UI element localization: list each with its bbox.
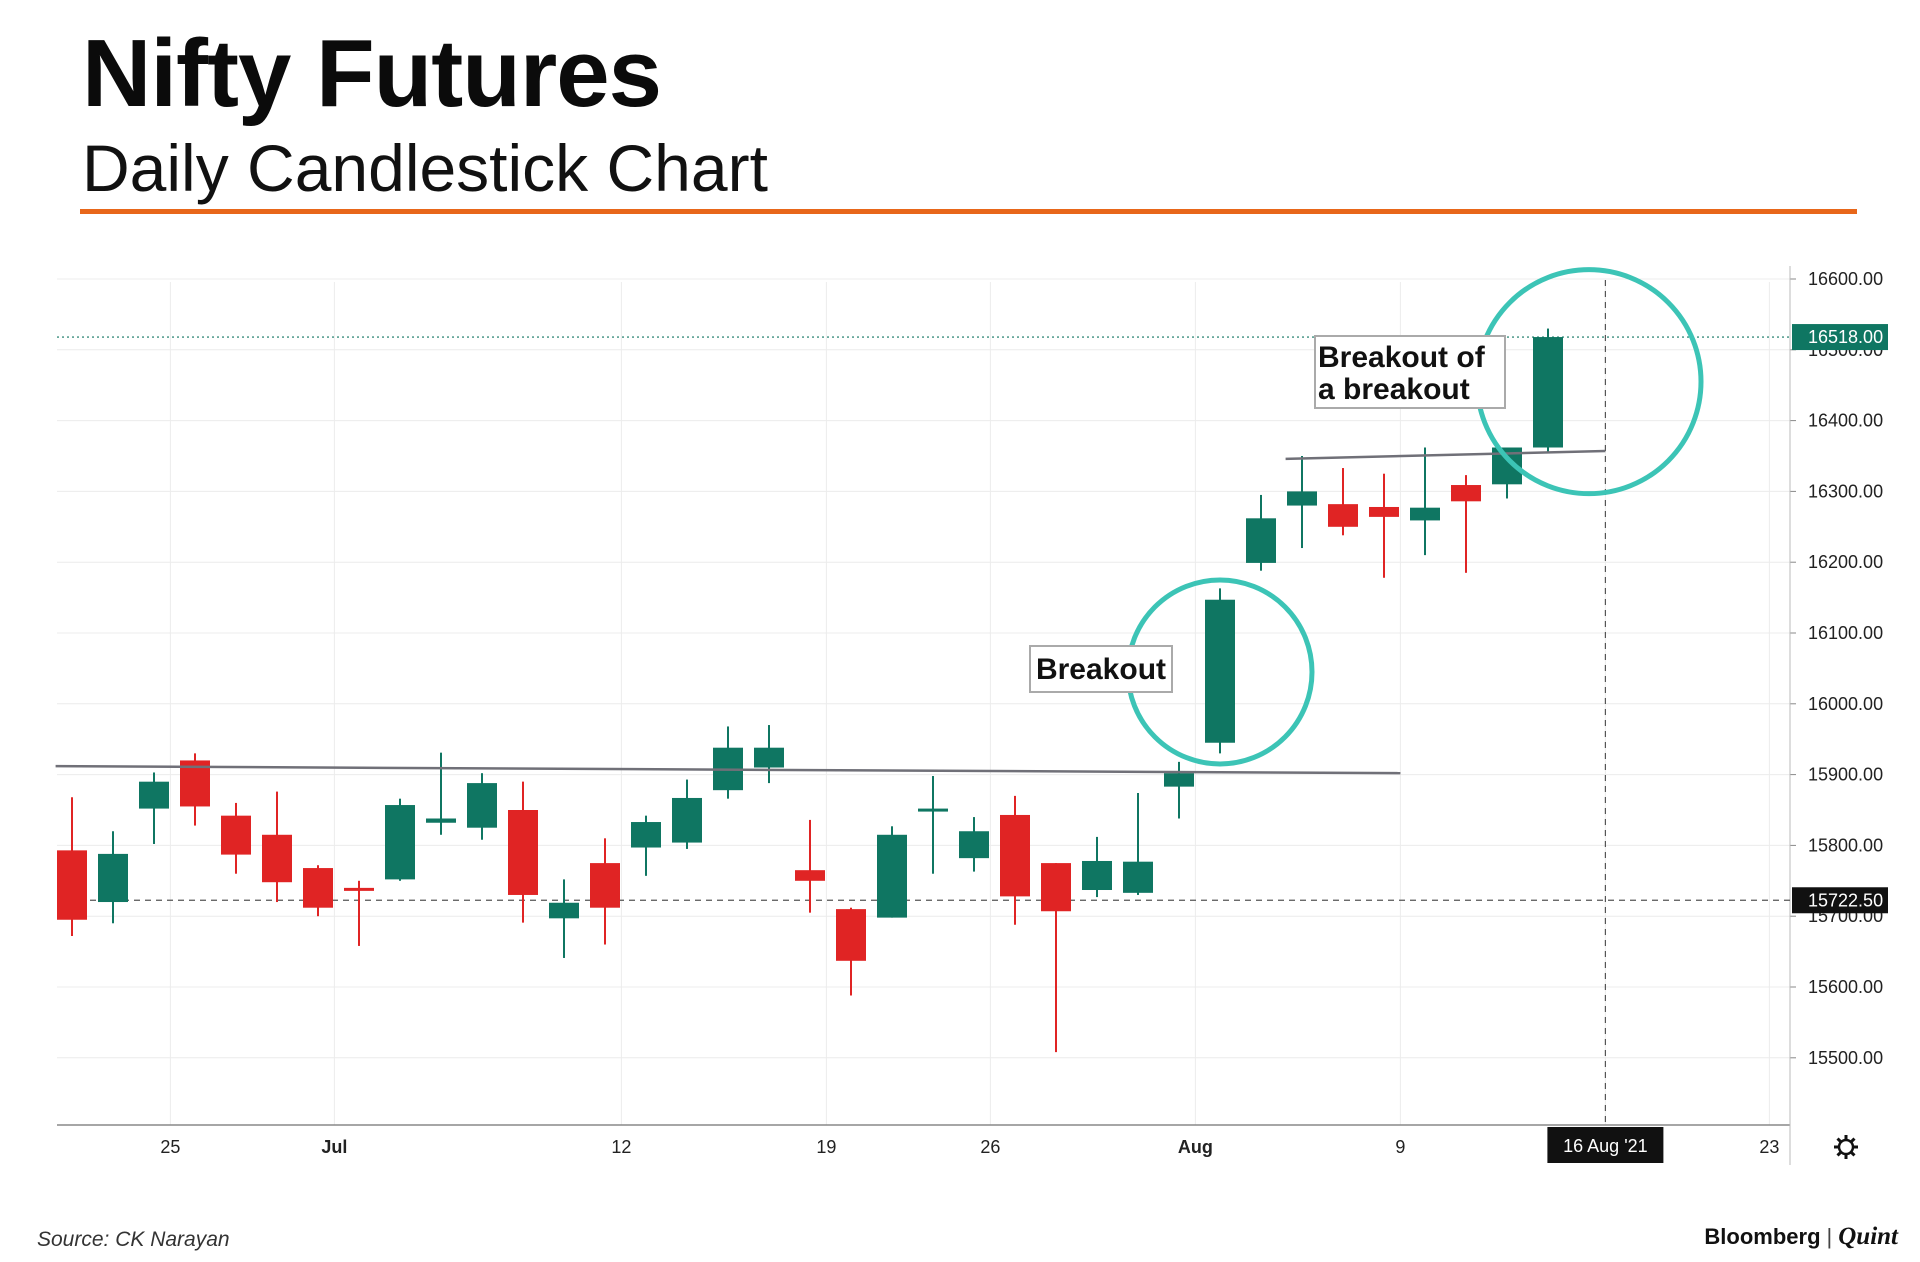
candle-body-up [467, 783, 497, 828]
candle-body-up [1164, 773, 1194, 787]
candle-body-down [221, 815, 251, 855]
y-tick-label: 16100.00 [1808, 623, 1883, 643]
brand-separator: | [1826, 1224, 1833, 1249]
candle-body-down [303, 868, 333, 908]
x-tick-label: 12 [611, 1137, 631, 1157]
candle-body-up [1246, 518, 1276, 563]
candle-body-down [1451, 485, 1481, 502]
y-tick-label: 16200.00 [1808, 552, 1883, 572]
y-tick-label: 15900.00 [1808, 765, 1883, 785]
trendline [55, 764, 1401, 775]
chart-subtitle: Daily Candlestick Chart [82, 131, 768, 205]
candle-body-down [1041, 863, 1071, 912]
crosshair-date-tag [1547, 1127, 1664, 1163]
candle-body-down [795, 870, 825, 881]
annotation-box [1029, 645, 1173, 693]
title-accent-rule [80, 209, 1857, 214]
candle-body-down [1000, 814, 1030, 897]
annotation-box [1314, 335, 1506, 409]
highlight-circle [1474, 267, 1704, 497]
x-tick-label: Aug [1178, 1137, 1213, 1157]
candle-body-up [754, 747, 784, 768]
candle-body-down [57, 850, 87, 920]
candle-body-up [1533, 337, 1563, 448]
x-tick-label: Jul [321, 1137, 347, 1157]
y-tick-label: 16400.00 [1808, 411, 1883, 431]
annotation-label: Breakout [1036, 653, 1166, 686]
annotation-label: Breakout of [1318, 341, 1486, 374]
trendline [1285, 449, 1606, 461]
y-tick-label: 15600.00 [1808, 977, 1883, 997]
candle-body-up [426, 818, 456, 823]
gear-tooth [1836, 1151, 1842, 1157]
x-tick-label: 25 [160, 1137, 180, 1157]
chart-title: Nifty Futures [82, 20, 662, 127]
gear-tooth [1850, 1137, 1856, 1143]
candle-body-up [631, 822, 661, 848]
candle-body-up [139, 781, 169, 809]
y-tick-label: 16300.00 [1808, 481, 1883, 501]
candle-body-down [344, 887, 374, 891]
settings-gear-icon [1837, 1138, 1855, 1156]
candle-body-up [1082, 860, 1112, 891]
y-tick-label: 16000.00 [1808, 694, 1883, 714]
candle-body-up [1205, 599, 1235, 743]
candle-body-up [877, 834, 907, 918]
candle-body-up [918, 808, 948, 812]
candle-body-up [1123, 861, 1153, 893]
x-tick-label: 23 [1759, 1137, 1779, 1157]
candle-body-up [549, 902, 579, 919]
x-tick-label: 9 [1395, 1137, 1405, 1157]
candle-body-up [672, 797, 702, 843]
candle-body-up [385, 805, 415, 880]
crosshair-date-label: 16 Aug '21 [1563, 1136, 1648, 1156]
x-tick-label: 26 [980, 1137, 1000, 1157]
candle-body-down [836, 909, 866, 961]
candle-body-down [590, 863, 620, 908]
source-note: Source: CK Narayan [37, 1228, 230, 1251]
last-price-tag [1792, 324, 1888, 351]
y-tick-label: 16600.00 [1808, 269, 1883, 289]
candle-body-down [262, 834, 292, 883]
brand-logo: Bloomberg | Quint [1704, 1223, 1898, 1251]
brand-quint: Quint [1838, 1223, 1898, 1250]
crosshair-price-tag [1792, 887, 1888, 914]
last-price-label: 16518.00 [1808, 327, 1883, 347]
gear-tooth [1836, 1137, 1842, 1143]
brand-bloomberg: Bloomberg [1704, 1224, 1821, 1249]
candle-body-up [98, 853, 128, 903]
x-tick-label: 19 [816, 1137, 836, 1157]
crosshair-price-label: 15722.50 [1808, 890, 1883, 910]
gear-tooth [1850, 1151, 1856, 1157]
candle-body-up [1410, 507, 1440, 521]
candle-body-up [959, 831, 989, 859]
candle-body-down [1369, 506, 1399, 517]
candle-body-up [1287, 491, 1317, 506]
y-tick-label: 15500.00 [1808, 1048, 1883, 1068]
candle-body-down [1328, 504, 1358, 527]
candle-body-down [508, 810, 538, 895]
y-tick-label: 15800.00 [1808, 835, 1883, 855]
annotation-label: a breakout [1318, 373, 1470, 406]
